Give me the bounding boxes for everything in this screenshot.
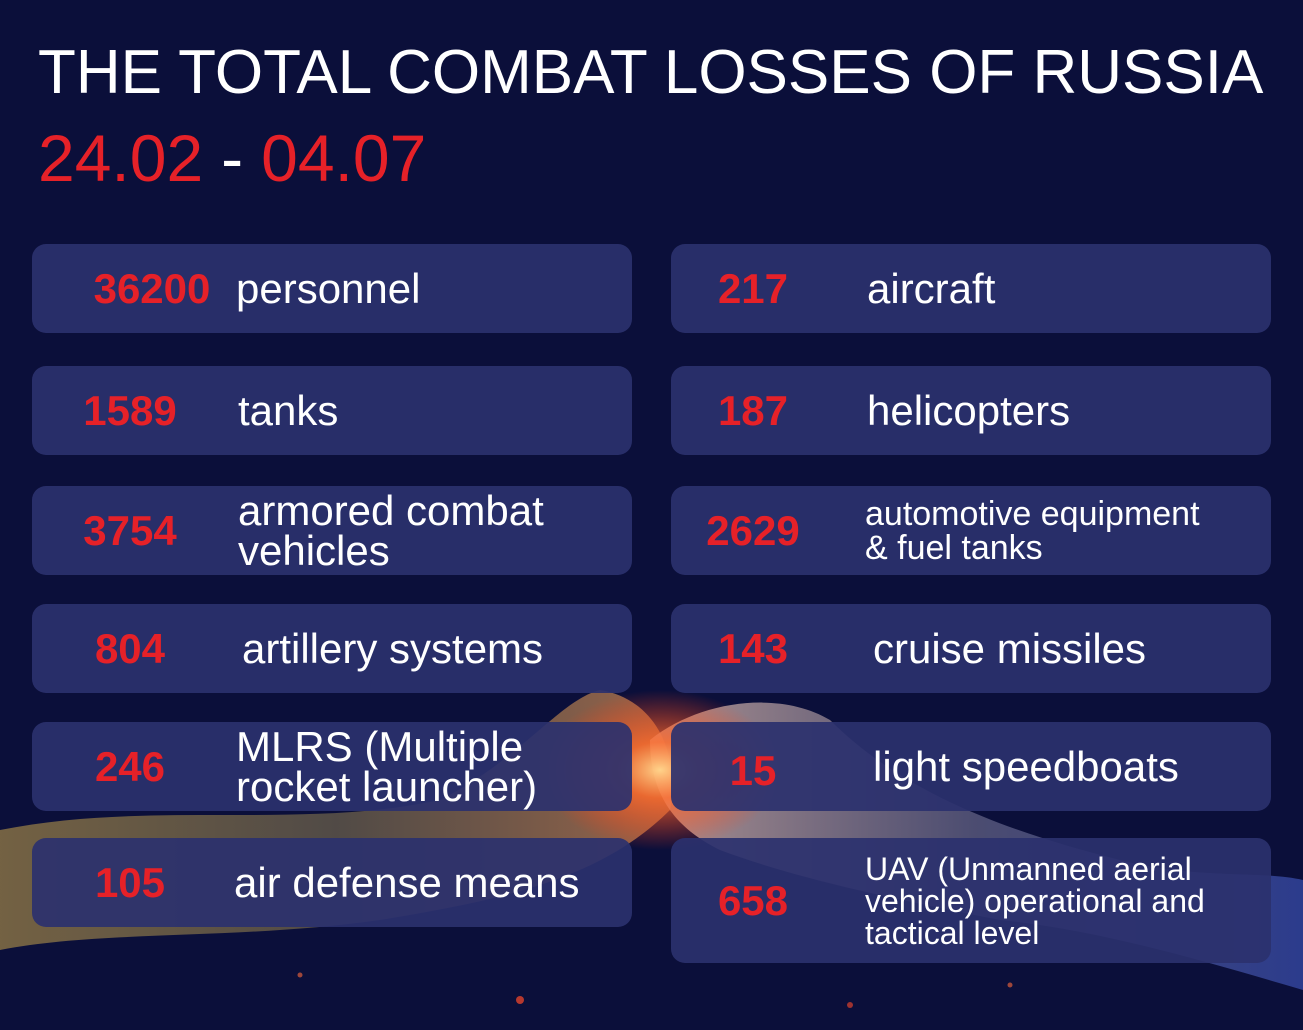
loss-card-automotive: 2629 automotive equipment & fuel tanks [671,486,1271,575]
loss-label: artillery systems [242,624,544,672]
loss-value: 246 [94,742,166,790]
loss-value: 658 [717,876,789,924]
loss-value: 105 [94,858,166,906]
date-start: 24.02 [38,121,204,195]
loss-value: 187 [717,386,789,434]
loss-card-mlrs: 246 MLRS (Multiple rocket launcher) [32,722,632,811]
loss-card-air-defense: 105 air defense means [32,838,632,927]
loss-value: 36200 [93,264,211,312]
header: THE TOTAL COMBAT LOSSES OF RUSSIA 24.02-… [38,38,1263,194]
loss-label: MLRS (Multiple rocket launcher) [236,722,538,810]
loss-card-uav: 658 UAV (Unmanned aerial vehicle) operat… [671,838,1271,963]
loss-value: 1589 [83,386,177,434]
loss-label: cruise missiles [873,624,1147,672]
loss-label: tanks [238,386,339,434]
loss-card-artillery: 804 artillery systems [32,604,632,693]
date-separator: - [221,121,244,195]
loss-label: UAV (Unmanned aerial vehicle) operationa… [865,850,1205,951]
page-title: THE TOTAL COMBAT LOSSES OF RUSSIA [38,38,1264,107]
loss-card-aircraft: 217 aircraft [671,244,1271,333]
loss-label: armored combat vehicles [238,486,544,574]
loss-card-speedboats: 15 light speedboats [671,722,1271,811]
loss-label: light speedboats [873,742,1179,790]
loss-value: 3754 [83,506,177,554]
loss-label: aircraft [867,264,996,312]
loss-label: helicopters [867,386,1071,434]
loss-value: 2629 [706,506,800,554]
loss-card-armored-vehicles: 3754 armored combat vehicles [32,486,632,575]
loss-label: personnel [236,264,421,312]
loss-value: 217 [717,264,789,312]
loss-value: 15 [729,746,777,794]
loss-card-personnel: 36200 personnel [32,244,632,333]
loss-card-helicopters: 187 helicopters [671,366,1271,455]
date-range: 24.02-04.07 [38,122,1263,194]
loss-card-cruise-missiles: 143 cruise missiles [671,604,1271,693]
loss-label: air defense means [234,858,580,906]
loss-value: 143 [717,624,789,672]
date-end: 04.07 [261,121,427,195]
loss-value: 804 [94,624,166,672]
loss-label: automotive equipment & fuel tanks [865,494,1200,567]
loss-card-tanks: 1589 tanks [32,366,632,455]
